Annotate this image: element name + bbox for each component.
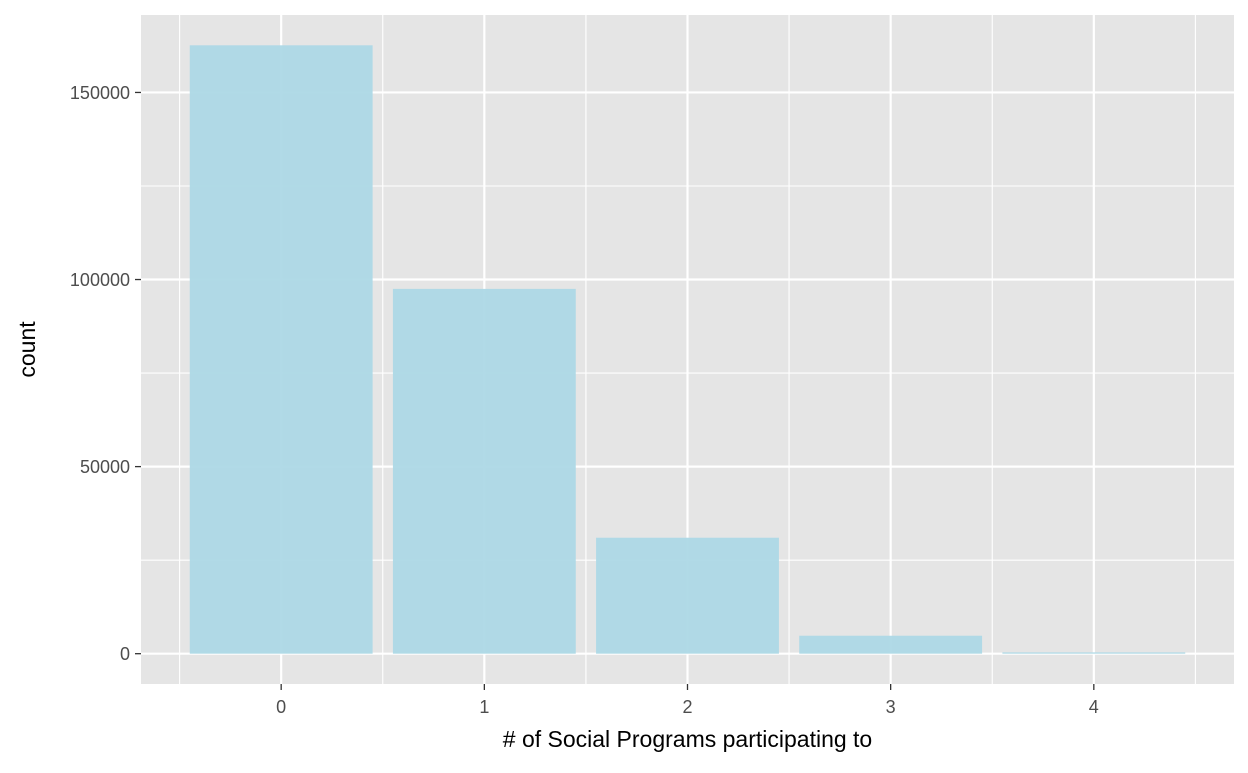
y-tick-label: 0 — [120, 644, 130, 664]
y-tick-label: 50000 — [80, 457, 130, 477]
y-axis: 0 50000 100000 150000 — [70, 83, 141, 664]
x-tick-label: 2 — [682, 697, 692, 717]
x-axis-title: # of Social Programs participating to — [503, 726, 872, 752]
y-tick-label: 100000 — [70, 270, 130, 290]
x-tick-label: 3 — [886, 697, 896, 717]
bar-3 — [799, 635, 983, 654]
bar-2 — [596, 537, 779, 654]
bar-4 — [1002, 652, 1186, 654]
y-tick-label: 150000 — [70, 83, 130, 103]
x-tick-label: 1 — [479, 697, 489, 717]
bar-1 — [392, 288, 576, 654]
x-tick-label: 4 — [1089, 697, 1099, 717]
y-axis-title: count — [14, 321, 40, 378]
x-axis: 0 1 2 3 4 — [276, 684, 1099, 717]
x-tick-label: 0 — [276, 697, 286, 717]
bar-0 — [189, 45, 373, 654]
bars — [189, 45, 1186, 654]
